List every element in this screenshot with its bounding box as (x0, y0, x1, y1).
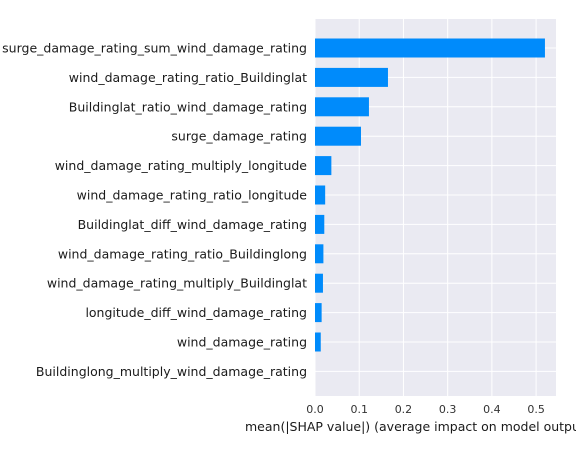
x-tick-label: 0.2 (395, 403, 413, 416)
category-label: wind_damage_rating_ratio_longitude (77, 188, 308, 203)
x-axis-title: mean(|SHAP value|) (average impact on mo… (245, 419, 576, 434)
x-tick-label: 0.0 (306, 403, 324, 416)
bar (315, 244, 324, 264)
bar (315, 38, 545, 58)
x-tick-label: 0.1 (350, 403, 368, 416)
bar (315, 332, 321, 352)
category-label: Buildinglat_ratio_wind_damage_rating (69, 99, 307, 114)
bar (315, 97, 369, 117)
x-tick-label: 0.3 (439, 403, 457, 416)
x-tick-label: 0.4 (483, 403, 501, 416)
bar (315, 303, 322, 323)
bar (315, 273, 323, 293)
bar (315, 185, 326, 205)
bars (315, 38, 545, 352)
category-label: wind_damage_rating (177, 335, 307, 350)
category-labels: surge_damage_rating_sum_wind_damage_rati… (2, 41, 307, 379)
category-label: longitude_diff_wind_damage_rating (85, 305, 307, 320)
category-label: wind_damage_rating_ratio_Buildinglat (69, 70, 307, 85)
bar (315, 156, 332, 176)
category-label: wind_damage_rating_multiply_Buildinglat (47, 276, 307, 291)
bar (315, 126, 361, 146)
bar (315, 214, 325, 234)
category-label: surge_damage_rating (171, 129, 307, 144)
category-label: Buildinglong_multiply_wind_damage_rating (36, 364, 307, 379)
category-label: wind_damage_rating_ratio_Buildinglong (58, 246, 307, 261)
bar (315, 67, 388, 87)
category-label: Buildinglat_diff_wind_damage_rating (78, 217, 307, 232)
category-label: wind_damage_rating_multiply_longitude (55, 158, 308, 173)
x-tick-label: 0.5 (527, 403, 545, 416)
category-label: surge_damage_rating_sum_wind_damage_rati… (2, 41, 307, 56)
x-tick-labels: 0.0 0.1 0.2 0.3 0.4 0.5 (306, 403, 545, 416)
